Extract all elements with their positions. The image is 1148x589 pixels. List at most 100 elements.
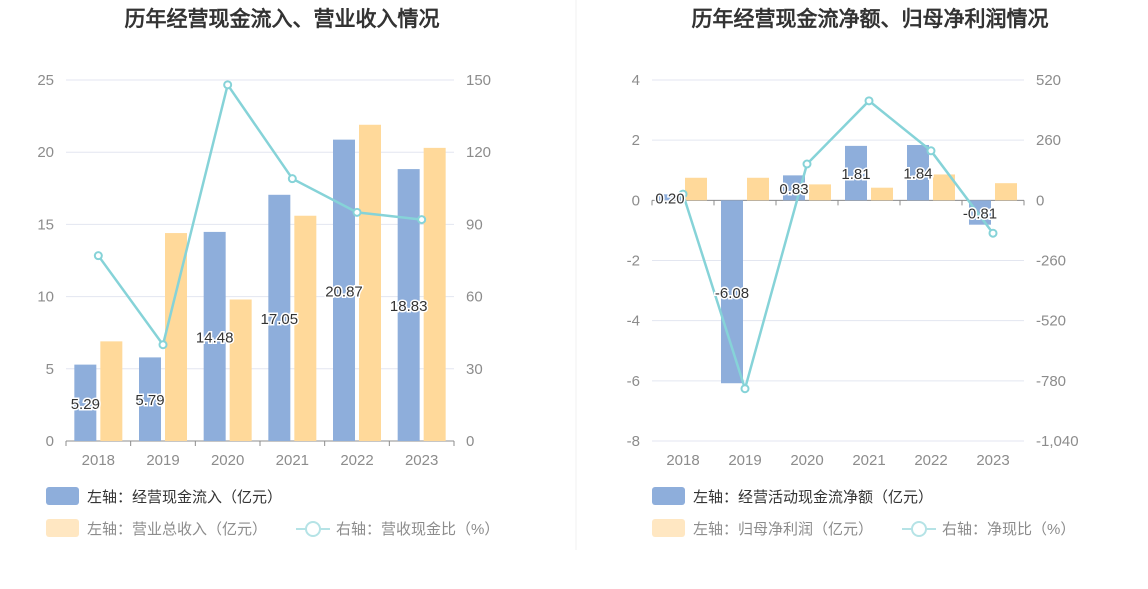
bar-series-2 xyxy=(100,341,123,441)
line-point xyxy=(287,174,297,184)
x-axis-tick-label: 2018 xyxy=(666,452,699,469)
chart-2-legend[interactable]: 左轴：经营活动现金流净额（亿元） 左轴：归母净利润（亿元） 右轴：净现比（%） xyxy=(652,487,1075,538)
data-label: 0.20 xyxy=(655,190,684,207)
chart-1-legend[interactable]: 左轴：经营现金流入（亿元） 左轴：营业总收入（亿元） 右轴：营收现金比（%） xyxy=(46,487,499,538)
bar-series-1 xyxy=(74,364,97,441)
line-point xyxy=(93,251,103,261)
x-axis-tick-label: 2023 xyxy=(405,452,438,469)
bar-series-1 xyxy=(397,169,420,442)
line-point xyxy=(802,159,812,169)
right-axis-tick-label: 90 xyxy=(466,216,483,233)
line-point xyxy=(158,340,168,350)
line-series-ratio xyxy=(681,99,994,394)
right-axis-tick-label: -780 xyxy=(1036,373,1066,390)
chart-2-plot: -8 -1,040 -6 -780 -4 -520 -2 -260 0 0 2 260 4 520 2018… xyxy=(627,72,1079,469)
right-axis-tick-label: -1,040 xyxy=(1036,433,1079,450)
right-axis-tick-label: -520 xyxy=(1036,313,1066,330)
left-axis-tick-label: 0 xyxy=(46,433,54,450)
right-axis-tick-label: 60 xyxy=(466,289,483,306)
line-point xyxy=(740,384,750,394)
data-label: 1.84 xyxy=(903,166,932,183)
bar-series-2 xyxy=(933,174,955,201)
legend-label-revenue[interactable]: 左轴：营业总收入（亿元） xyxy=(87,521,267,538)
right-axis-tick-label: 150 xyxy=(466,72,491,89)
line-point xyxy=(678,189,688,199)
legend-label-cash-inflow[interactable]: 左轴：经营现金流入（亿元） xyxy=(87,489,282,506)
bar-series-2 xyxy=(423,147,446,442)
data-label: 5.79 xyxy=(135,392,164,409)
bar-series-2 xyxy=(294,215,317,441)
bar-series-1 xyxy=(659,194,681,201)
chart-1-title: 历年经营现金流入、营业收入情况 xyxy=(125,7,440,31)
left-axis-tick-label: 2 xyxy=(632,132,640,149)
data-label: 20.87 xyxy=(325,283,363,300)
bar-series-2 xyxy=(165,233,187,441)
bar-series-2 xyxy=(747,177,769,201)
legend-swatch-net-cash[interactable] xyxy=(652,487,685,505)
x-axis-tick-label: 2020 xyxy=(790,452,823,469)
x-axis-tick-label: 2022 xyxy=(340,452,373,469)
line-point xyxy=(417,215,427,225)
legend-label-net-cash-ratio[interactable]: 右轴：净现比（%） xyxy=(942,521,1075,538)
left-axis-tick-label: -6 xyxy=(627,373,640,390)
bar-series-1 xyxy=(721,200,743,384)
bar-series-2 xyxy=(359,124,381,441)
left-axis-tick-label: 25 xyxy=(37,72,54,89)
legend-swatch-net-profit[interactable] xyxy=(652,519,685,537)
line-point xyxy=(352,207,362,217)
bar-series-1 xyxy=(333,139,355,441)
right-axis-tick-label: 0 xyxy=(466,433,474,450)
legend-label-net-cash[interactable]: 左轴：经营活动现金流净额（亿元） xyxy=(693,489,933,506)
x-axis-tick-label: 2019 xyxy=(728,452,761,469)
left-axis-tick-label: 15 xyxy=(37,216,54,233)
legend-label-ratio[interactable]: 右轴：营收现金比（%） xyxy=(336,521,499,538)
bar-series-2 xyxy=(229,299,252,441)
legend-marker-net-cash-ratio-icon[interactable] xyxy=(911,521,927,537)
data-label: 0.83 xyxy=(779,181,808,198)
left-axis-tick-label: -8 xyxy=(627,433,640,450)
bar-series-1 xyxy=(139,357,161,441)
right-axis-tick-label: 0 xyxy=(1036,192,1044,209)
bar-series-2 xyxy=(995,183,1017,201)
bar-series-1 xyxy=(203,231,226,441)
line-point xyxy=(223,80,233,90)
x-axis-tick-label: 2022 xyxy=(914,452,947,469)
bar-series-2 xyxy=(871,187,893,201)
x-axis-tick-label: 2021 xyxy=(276,452,309,469)
legend-swatch-cash-inflow[interactable] xyxy=(46,487,79,505)
line-point xyxy=(988,228,998,238)
data-label: -6.08 xyxy=(715,285,749,302)
legend-marker-ratio-icon[interactable] xyxy=(305,521,321,537)
left-axis-tick-label: 4 xyxy=(632,72,640,89)
right-axis-tick-label: 30 xyxy=(466,361,483,378)
right-axis-tick-label: 520 xyxy=(1036,72,1061,89)
bar-series-1 xyxy=(969,200,991,225)
right-axis-tick-label: 260 xyxy=(1036,132,1061,149)
line-point xyxy=(864,96,874,106)
line-point xyxy=(926,146,936,156)
left-axis-tick-label: 5 xyxy=(46,361,54,378)
right-axis-tick-label: 120 xyxy=(466,144,491,161)
bar-series-1 xyxy=(907,144,929,201)
legend-swatch-revenue[interactable] xyxy=(46,519,79,537)
bar-series-2 xyxy=(685,177,707,201)
left-axis-tick-label: 20 xyxy=(37,144,54,161)
data-label: -0.81 xyxy=(963,206,997,223)
data-label: 5.29 xyxy=(71,396,100,413)
chart-2-title: 历年经营现金流净额、归母净利润情况 xyxy=(692,7,1049,31)
left-axis-tick-label: -2 xyxy=(627,253,640,270)
chart-1-plot: 0 0 5 30 10 60 15 90 20 120 25 150 2018 2019 2020 2021 2… xyxy=(37,72,491,469)
bar-series-1 xyxy=(268,194,291,441)
data-label: 14.48 xyxy=(196,329,234,346)
left-axis-tick-label: 0 xyxy=(632,192,640,209)
right-axis-tick-label: -260 xyxy=(1036,253,1066,270)
bar-series-2 xyxy=(809,184,831,201)
x-axis-tick-label: 2020 xyxy=(211,452,244,469)
x-axis-tick-label: 2019 xyxy=(146,452,179,469)
data-label: 1.81 xyxy=(841,166,870,183)
x-axis-tick-label: 2018 xyxy=(82,452,115,469)
line-series-ratio xyxy=(97,81,422,348)
left-axis-tick-label: -4 xyxy=(627,313,640,330)
legend-label-net-profit[interactable]: 左轴：归母净利润（亿元） xyxy=(693,521,873,538)
